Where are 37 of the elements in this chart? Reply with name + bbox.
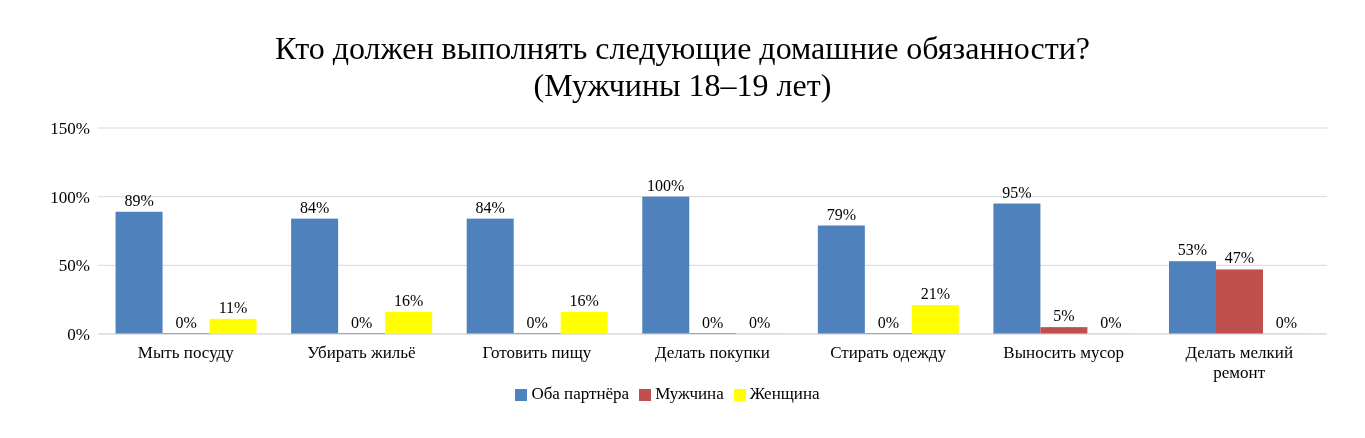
chart-title: Кто должен выполнять следующие домашние обязанности?: [274, 30, 1091, 67]
data-label: 0%: [877, 314, 900, 331]
x-tick-label: Выносить мусор: [1003, 343, 1124, 362]
x-tick-label: Готовить пищу: [482, 343, 592, 362]
y-tick-label: 50%: [58, 256, 90, 276]
data-label: 0%: [702, 314, 724, 331]
x-tick-label: Стирать одежду: [830, 343, 947, 362]
x-tick-label: Убирать жильё: [307, 343, 416, 362]
data-label: 79%: [826, 205, 857, 223]
legend-label: Оба партнёра: [531, 384, 630, 403]
data-label: 89%: [124, 191, 154, 209]
data-label: 84%: [299, 198, 330, 216]
y-tick-label: 0%: [67, 325, 90, 345]
data-label: 0%: [749, 314, 771, 331]
data-label: 0%: [350, 314, 373, 331]
data-label: 5%: [1053, 307, 1075, 325]
data-label: 53%: [1177, 241, 1208, 259]
chart-subtitle: (Мужчины 18–19 лет): [532, 67, 833, 104]
legend-label: Мужчина: [655, 384, 724, 403]
data-label: 0%: [1275, 314, 1298, 331]
x-tick-label: Мыть посуду: [137, 343, 235, 362]
data-label: 21%: [920, 285, 951, 303]
data-label: 16%: [393, 292, 424, 310]
y-tick-label: 100%: [50, 187, 90, 207]
data-label: 100%: [647, 176, 685, 194]
data-label: 0%: [175, 314, 197, 331]
legend-label: Женщина: [749, 384, 820, 403]
x-tick-label: Делать мелкий ремонт: [1185, 343, 1294, 382]
y-tick-label: 150%: [50, 119, 90, 139]
data-label: 84%: [475, 198, 505, 216]
data-label: 0%: [1100, 314, 1122, 331]
data-label: 47%: [1224, 249, 1255, 267]
x-tick-label: Делать покупки: [655, 343, 770, 362]
data-label: 16%: [569, 292, 599, 310]
data-label: 95%: [1002, 183, 1032, 201]
data-label: 0%: [526, 314, 548, 331]
data-label: 11%: [218, 298, 248, 316]
